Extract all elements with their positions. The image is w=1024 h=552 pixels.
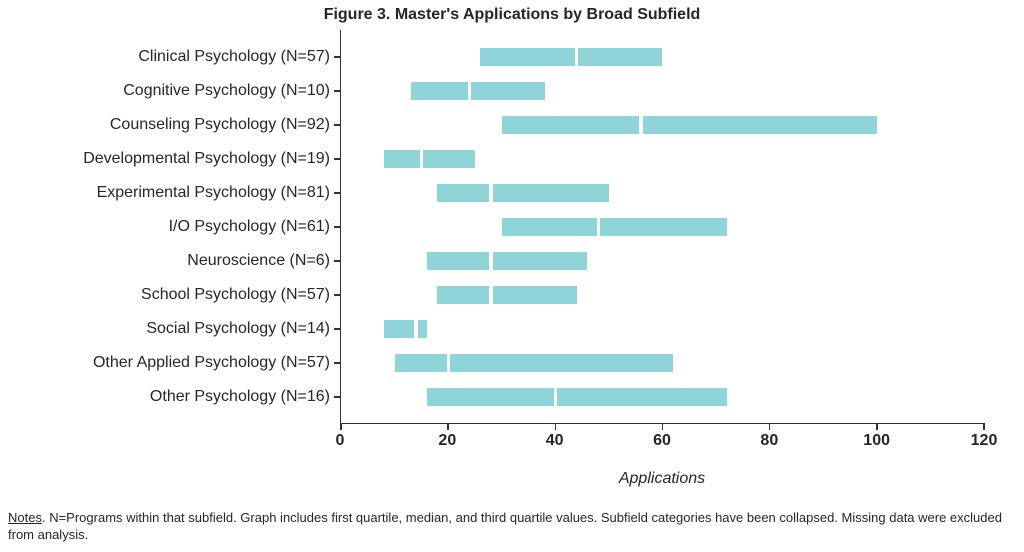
x-tick-label: 80 [760, 432, 778, 450]
y-axis-label: Developmental Psychology (N=19) [83, 150, 330, 168]
y-axis-label: Social Psychology (N=14) [146, 320, 330, 338]
x-tick-label: 120 [971, 432, 998, 450]
bar-median-to-q3 [471, 82, 544, 100]
y-axis-labels: Clinical Psychology (N=57) Cognitive Psyc… [40, 30, 340, 424]
bar-q1-to-median [480, 48, 575, 66]
bar-q1-to-median [427, 388, 554, 406]
bar-median-to-q3 [418, 320, 427, 338]
bar-median-to-q3 [557, 388, 727, 406]
y-tick [334, 192, 341, 194]
plot-area [340, 30, 984, 424]
y-axis-label: Clinical Psychology (N=57) [138, 48, 330, 66]
y-tick [334, 362, 341, 364]
y-axis-label: Counseling Psychology (N=92) [110, 116, 330, 134]
y-tick [334, 226, 341, 228]
y-axis-label-row: Developmental Psychology (N=19) [40, 142, 340, 176]
y-axis-label-row: Experimental Psychology (N=81) [40, 176, 340, 210]
bar-q1-to-median [395, 354, 447, 372]
bar-q1-to-median [427, 252, 490, 270]
bar-q1-to-median [502, 218, 597, 236]
y-tick [334, 124, 341, 126]
y-axis-label: Experimental Psychology (N=81) [97, 184, 330, 202]
x-tick-label: 60 [653, 432, 671, 450]
y-tick [334, 396, 341, 398]
y-axis-label-row: I/O Psychology (N=61) [40, 210, 340, 244]
y-axis-label: School Psychology (N=57) [141, 286, 330, 304]
x-axis: 020406080100120 [340, 424, 984, 450]
bar-median-to-q3 [578, 48, 662, 66]
y-tick [334, 56, 341, 58]
x-tick-label: 40 [546, 432, 564, 450]
bar-median-to-q3 [493, 184, 609, 202]
chart-container: Clinical Psychology (N=57) Cognitive Psyc… [40, 30, 984, 488]
bar-median-to-q3 [493, 252, 588, 270]
bar-median-to-q3 [423, 150, 475, 168]
y-axis-label: I/O Psychology (N=61) [169, 218, 330, 236]
y-tick [334, 328, 341, 330]
y-tick [334, 158, 341, 160]
y-axis-label-row: Clinical Psychology (N=57) [40, 40, 340, 74]
y-axis-label: Other Applied Psychology (N=57) [93, 354, 330, 372]
notes: Notes. N=Programs within that subfield. … [8, 509, 1016, 544]
bar-q1-to-median [384, 320, 415, 338]
y-axis-label: Cognitive Psychology (N=10) [123, 82, 330, 100]
plot-column: 020406080100120 Applications [340, 30, 984, 488]
bar-q1-to-median [411, 82, 468, 100]
bar-q1-to-median [437, 184, 489, 202]
notes-lead: Notes [8, 510, 42, 525]
x-tick-label: 100 [863, 432, 890, 450]
bar-median-to-q3 [450, 354, 673, 372]
y-tick [334, 260, 341, 262]
y-axis-label: Other Psychology (N=16) [150, 388, 330, 406]
x-axis-title: Applications [340, 470, 984, 488]
y-axis-label-row: Other Applied Psychology (N=57) [40, 346, 340, 380]
notes-body: . N=Programs within that subfield. Graph… [8, 510, 1002, 543]
y-axis-label-row: School Psychology (N=57) [40, 278, 340, 312]
bar-median-to-q3 [600, 218, 727, 236]
bar-median-to-q3 [643, 116, 877, 134]
chart-title: Figure 3. Master's Applications by Broad… [0, 0, 1024, 30]
y-axis-label-row: Social Psychology (N=14) [40, 312, 340, 346]
y-axis-label-row: Cognitive Psychology (N=10) [40, 74, 340, 108]
y-axis-label-row: Other Psychology (N=16) [40, 380, 340, 414]
bar-median-to-q3 [493, 286, 577, 304]
bar-q1-to-median [502, 116, 640, 134]
y-axis-label: Neuroscience (N=6) [187, 252, 330, 270]
bar-q1-to-median [384, 150, 420, 168]
x-tick-label: 0 [336, 432, 345, 450]
y-tick [334, 90, 341, 92]
bar-q1-to-median [437, 286, 489, 304]
y-axis-label-row: Counseling Psychology (N=92) [40, 108, 340, 142]
chart: Clinical Psychology (N=57) Cognitive Psyc… [40, 30, 984, 488]
y-tick [334, 294, 341, 296]
x-tick-label: 20 [438, 432, 456, 450]
y-axis-label-row: Neuroscience (N=6) [40, 244, 340, 278]
